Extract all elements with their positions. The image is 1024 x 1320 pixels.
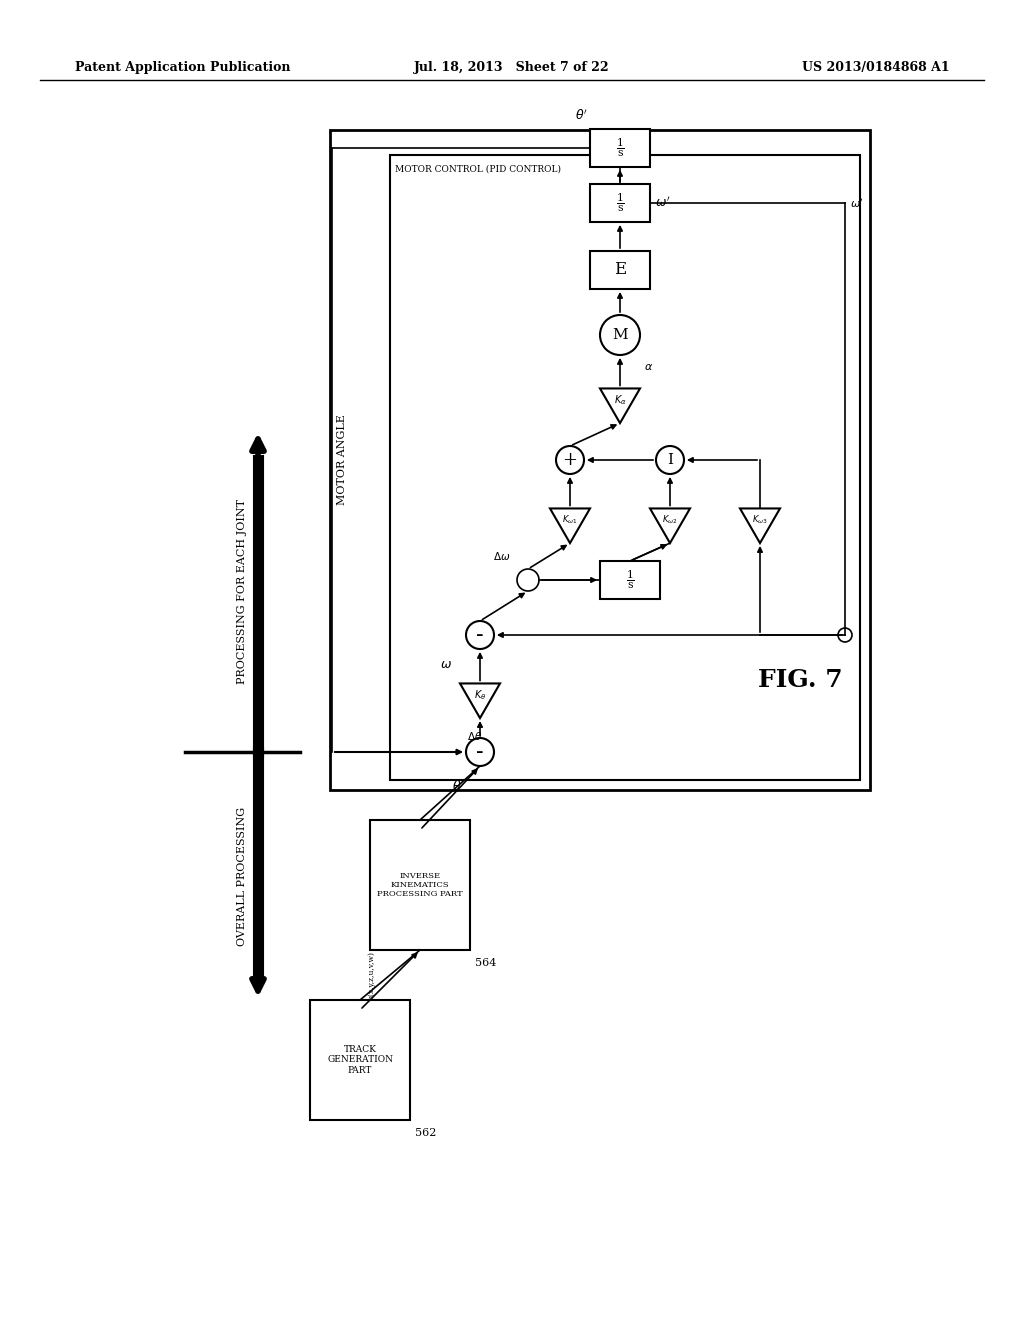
Text: $K_\theta$: $K_\theta$	[474, 688, 486, 702]
Text: M: M	[612, 327, 628, 342]
Text: MOTOR ANGLE: MOTOR ANGLE	[337, 414, 347, 506]
Text: $\alpha$: $\alpha$	[644, 363, 653, 372]
Polygon shape	[600, 388, 640, 424]
Text: $K_{\omega 2}$: $K_{\omega 2}$	[663, 513, 678, 527]
Circle shape	[600, 315, 640, 355]
Text: FIG. 7: FIG. 7	[758, 668, 843, 692]
Text: MOTOR CONTROL (PID CONTROL): MOTOR CONTROL (PID CONTROL)	[395, 165, 561, 173]
Text: $\theta'$: $\theta'$	[575, 108, 588, 123]
Text: $\omega$: $\omega$	[440, 659, 452, 672]
Circle shape	[466, 738, 494, 766]
Text: $\mathregular{\frac{1}{s}}$: $\mathregular{\frac{1}{s}}$	[615, 191, 625, 214]
Text: US 2013/0184868 A1: US 2013/0184868 A1	[803, 62, 950, 74]
Text: $K_{\omega 3}$: $K_{\omega 3}$	[753, 513, 768, 527]
Bar	[330, 129, 870, 789]
Bar	[310, 1001, 410, 1119]
Text: 562: 562	[415, 1129, 436, 1138]
Bar	[390, 154, 860, 780]
Text: Jul. 18, 2013   Sheet 7 of 22: Jul. 18, 2013 Sheet 7 of 22	[414, 62, 610, 74]
Text: $\theta$: $\theta$	[452, 779, 461, 793]
Bar	[590, 183, 650, 222]
Text: INVERSE
KINEMATICS
PROCESSING PART: INVERSE KINEMATICS PROCESSING PART	[377, 871, 463, 898]
Circle shape	[517, 569, 539, 591]
Text: $K_\alpha$: $K_\alpha$	[613, 393, 627, 407]
Text: $\omega'$: $\omega'$	[850, 197, 864, 210]
Text: 564: 564	[475, 958, 497, 968]
Circle shape	[556, 446, 584, 474]
Circle shape	[838, 628, 852, 642]
Text: OVERALL PROCESSING: OVERALL PROCESSING	[237, 807, 247, 945]
Polygon shape	[650, 508, 690, 543]
Bar	[590, 251, 650, 289]
Circle shape	[466, 620, 494, 649]
Text: $\Delta\theta$: $\Delta\theta$	[467, 730, 482, 742]
Polygon shape	[740, 508, 780, 543]
Text: Patent Application Publication: Patent Application Publication	[75, 62, 291, 74]
Bar	[370, 820, 470, 950]
Text: E: E	[613, 261, 626, 279]
Text: $\mathregular{\frac{1}{s}}$: $\mathregular{\frac{1}{s}}$	[626, 569, 635, 591]
Text: +: +	[562, 451, 578, 469]
Text: $\omega'$: $\omega'$	[655, 195, 671, 210]
Text: PROCESSING FOR EACH JOINT: PROCESSING FOR EACH JOINT	[237, 499, 247, 684]
Text: p(x,y,z,u,v,w): p(x,y,z,u,v,w)	[368, 950, 376, 999]
Polygon shape	[550, 508, 590, 543]
Text: $\Delta\omega$: $\Delta\omega$	[493, 550, 510, 562]
Polygon shape	[460, 684, 500, 718]
Bar	[590, 129, 650, 168]
Text: $K_{\omega 1}$: $K_{\omega 1}$	[562, 513, 578, 527]
Text: -: -	[476, 624, 483, 645]
Text: $\mathregular{\frac{1}{s}}$: $\mathregular{\frac{1}{s}}$	[615, 137, 625, 160]
Text: I: I	[667, 453, 673, 467]
Text: -: -	[476, 741, 483, 763]
Circle shape	[656, 446, 684, 474]
Text: TRACK
GENERATION
PART: TRACK GENERATION PART	[327, 1045, 393, 1074]
Bar	[600, 561, 660, 599]
